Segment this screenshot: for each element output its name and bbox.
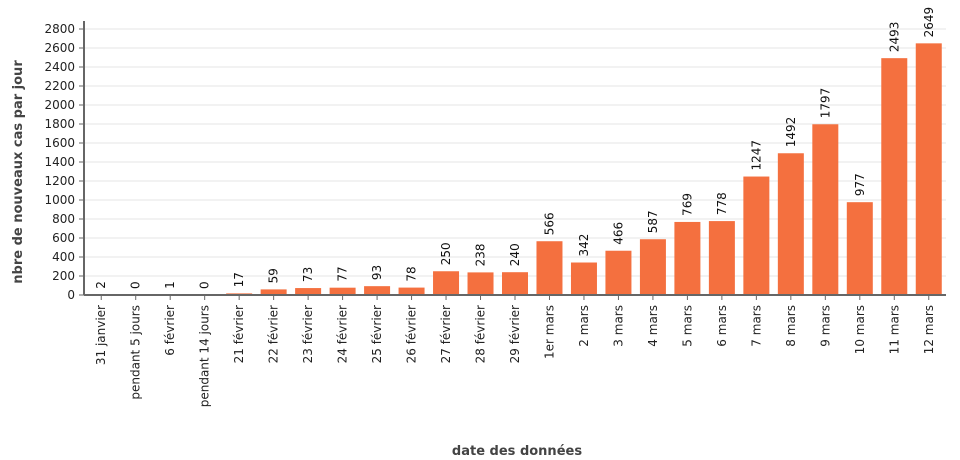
x-tick-label-1: pendant 5 jours [129, 305, 143, 400]
bar-11 [467, 272, 494, 295]
data-label-12: 240 [508, 243, 522, 266]
data-label-11: 238 [474, 243, 488, 266]
bar-15 [605, 250, 632, 295]
y-axis-ticks: 0 200 400 600 800 1000 1200 1400 1600 1800 2000 220… [44, 22, 84, 302]
data-label-2: 1 [163, 281, 177, 289]
x-tick-label-21: 9 mars [818, 305, 832, 347]
data-label-1: 0 [129, 281, 143, 289]
bar-9 [398, 287, 425, 295]
y-tick-label-1: 200 [52, 269, 75, 283]
bar-10 [433, 271, 460, 295]
data-label-6: 73 [301, 267, 315, 282]
y-tick-label-3: 600 [52, 231, 75, 245]
data-label-20: 1492 [784, 117, 798, 148]
data-label-0: 2 [94, 281, 108, 289]
x-tick-label-18: 6 mars [715, 305, 729, 347]
data-label-10: 250 [439, 242, 453, 265]
y-tick-label-11: 2200 [44, 79, 75, 93]
x-tick-label-24: 12 mars [922, 305, 936, 354]
data-label-5: 59 [267, 268, 281, 283]
x-tick-label-19: 7 mars [749, 305, 763, 347]
bar-17 [674, 221, 701, 295]
data-label-9: 78 [405, 266, 419, 281]
bar-12 [502, 272, 528, 295]
x-tick-label-12: 29 février [508, 305, 522, 363]
x-tick-label-7: 24 février [336, 305, 350, 363]
data-labels: 2 0 1 0 17 59 73 77 93 78 250 238 240 566 342 466 587 769… [94, 7, 936, 289]
data-label-18: 778 [715, 192, 729, 215]
data-label-24: 2649 [922, 7, 936, 38]
x-tick-label-0: 31 janvier [94, 305, 108, 365]
x-tick-label-15: 3 mars [611, 305, 625, 347]
x-tick-label-20: 8 mars [784, 305, 798, 347]
x-tick-label-10: 27 février [439, 305, 453, 363]
bar-19 [743, 176, 770, 295]
data-label-4: 17 [232, 272, 246, 287]
x-axis-title: date des données [452, 444, 582, 459]
bars [88, 43, 942, 295]
y-axis-title: nbre de nouveaux cas par jour [11, 60, 26, 284]
data-label-15: 466 [611, 222, 625, 245]
x-tick-label-16: 4 mars [646, 305, 660, 347]
bar-14 [570, 262, 597, 295]
bar-5 [260, 289, 287, 295]
y-tick-label-5: 1000 [44, 193, 75, 207]
bar-8 [364, 286, 391, 295]
data-label-13: 566 [542, 212, 556, 235]
data-label-14: 342 [577, 234, 591, 257]
x-tick-label-4: 21 février [232, 305, 246, 363]
bar-22 [846, 202, 873, 295]
y-tick-label-12: 2400 [44, 60, 75, 74]
data-label-21: 1797 [818, 88, 832, 119]
bar-7 [329, 287, 356, 295]
y-tick-label-9: 1800 [44, 117, 75, 131]
x-tick-label-17: 5 mars [680, 305, 694, 347]
data-label-23: 2493 [887, 22, 901, 53]
bar-6 [295, 288, 322, 295]
x-axis-ticks: 31 janvier pendant 5 jours 6 février pendan… [94, 295, 936, 407]
bar-20 [777, 153, 804, 295]
y-tick-label-8: 1600 [44, 136, 75, 150]
y-tick-label-10: 2000 [44, 98, 75, 112]
x-tick-label-8: 25 février [370, 305, 384, 363]
data-label-22: 977 [853, 173, 867, 196]
data-label-8: 93 [370, 265, 384, 280]
data-label-3: 0 [198, 281, 212, 289]
y-tick-label-2: 400 [52, 250, 75, 264]
x-tick-label-9: 26 février [405, 305, 419, 363]
x-tick-label-11: 28 février [474, 305, 488, 363]
y-tick-label-4: 800 [52, 212, 75, 226]
data-label-19: 1247 [749, 140, 763, 171]
x-tick-label-2: 6 février [163, 305, 177, 356]
bar-24 [915, 43, 942, 295]
bar-16 [639, 239, 666, 295]
x-tick-label-6: 23 février [301, 305, 315, 363]
y-tick-label-14: 2800 [44, 22, 75, 36]
grid-lines [84, 28, 946, 277]
bar-18 [708, 221, 735, 295]
y-tick-label-7: 1400 [44, 155, 75, 169]
x-tick-label-13: 1er mars [542, 305, 556, 359]
data-label-17: 769 [680, 193, 694, 216]
data-label-16: 587 [646, 210, 660, 233]
x-tick-label-3: pendant 14 jours [198, 305, 212, 407]
x-tick-label-23: 11 mars [887, 305, 901, 354]
y-tick-label-0: 0 [67, 288, 75, 302]
y-tick-label-6: 1200 [44, 174, 75, 188]
y-tick-label-13: 2600 [44, 41, 75, 55]
x-tick-label-14: 2 mars [577, 305, 591, 347]
bar-23 [881, 58, 908, 295]
x-tick-label-5: 22 février [267, 305, 281, 363]
x-tick-label-22: 10 mars [853, 305, 867, 354]
data-label-7: 77 [336, 266, 350, 281]
bar-13 [536, 241, 563, 295]
bar-21 [812, 124, 839, 295]
